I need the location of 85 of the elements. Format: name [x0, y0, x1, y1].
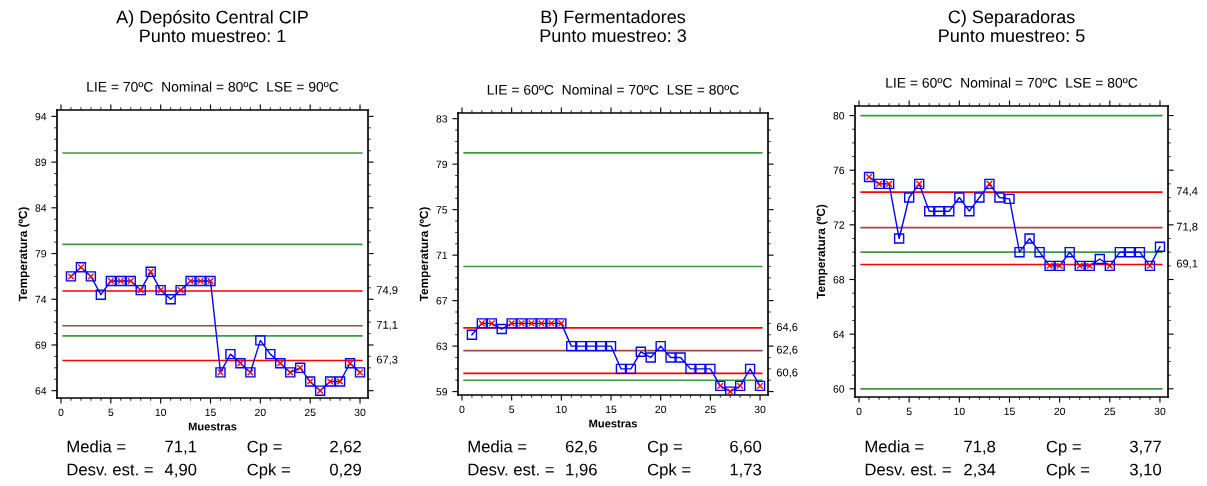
chart-subtitle: LIE = 70ºC Nominal = 80ºC LSE = 90ºC — [87, 81, 339, 92]
ref-line-label: 71,8 — [1176, 222, 1198, 232]
x-axis-title: Muestras — [188, 422, 237, 431]
x-tick-label: 30 — [1154, 407, 1166, 416]
chart-title: C) Separadoras Punto muestreo: 5 — [939, 10, 1085, 43]
y-tick-label: 75 — [436, 206, 448, 214]
y-tick-label: 83 — [436, 115, 448, 123]
text: Cp = — [647, 440, 682, 456]
text: 3,77 — [1129, 440, 1161, 455]
text: 1,96 — [566, 463, 597, 478]
text: Media = — [865, 440, 924, 453]
ref-line-label: 69,1 — [1176, 259, 1198, 269]
x-tick-label: 0 — [58, 408, 64, 417]
x-tick-label: 10 — [155, 408, 167, 417]
text: Desv. est. = — [865, 463, 951, 476]
y-tick-label: 59 — [436, 388, 448, 396]
ref-line-label: 64,6 — [776, 323, 798, 333]
text: 2,62 — [330, 440, 361, 455]
text: Desv. est. = — [67, 463, 153, 476]
text: 1,73 — [730, 463, 762, 478]
y-tick-label: 63 — [436, 342, 448, 350]
y-tick-label: 89 — [35, 158, 47, 166]
text: 6,60 — [730, 440, 762, 455]
text: 62,6 — [565, 440, 597, 455]
y-tick-label: 84 — [35, 204, 47, 212]
text: 3,10 — [1129, 463, 1162, 478]
y-tick-label: 80 — [833, 112, 845, 120]
x-tick-label: 5 — [906, 407, 912, 416]
ref-line-label: 67,3 — [376, 355, 398, 365]
y-tick-label: 68 — [833, 276, 845, 284]
ref-line-label: 74,9 — [376, 286, 398, 296]
y-tick-label: 64 — [35, 387, 47, 395]
y-tick-label: 69 — [35, 341, 47, 349]
x-tick-label: 25 — [304, 408, 316, 417]
text: Media = — [67, 440, 126, 453]
chart-title: B) Fermentadores Punto muestreo: 3 — [540, 10, 686, 43]
x-tick-label: 30 — [754, 405, 766, 414]
x-tick-label: 25 — [1104, 407, 1116, 416]
text: Desv. est. = — [468, 463, 554, 476]
y-axis-title: Temperatura (ºC) — [18, 207, 30, 302]
chart-subtitle: LIE = 60ºC Nominal = 70ºC LSE = 80ºC — [487, 84, 739, 95]
y-tick-label: 76 — [833, 166, 845, 175]
ref-line-label: 71,1 — [376, 321, 398, 331]
text: Cpk = — [1046, 463, 1090, 479]
x-tick-label: 20 — [655, 405, 667, 414]
text: 71,8 — [964, 440, 996, 455]
x-tick-label: 5 — [509, 405, 515, 414]
x-tick-label: 10 — [556, 405, 567, 414]
y-tick-label: 94 — [35, 112, 47, 121]
x-tick-label: 15 — [205, 408, 216, 417]
y-tick-label: 67 — [436, 297, 448, 305]
text: 71,1 — [165, 440, 197, 455]
x-tick-label: 10 — [954, 407, 965, 416]
text: Cpk = — [647, 463, 691, 479]
x-tick-label: 25 — [705, 405, 716, 414]
x-tick-label: 20 — [255, 408, 266, 417]
y-tick-label: 71 — [436, 251, 448, 259]
x-tick-label: 15 — [1004, 407, 1015, 416]
text: Cp = — [247, 440, 282, 456]
x-tick-label: 0 — [459, 405, 465, 414]
y-tick-label: 79 — [35, 250, 47, 258]
y-tick-label: 79 — [436, 160, 448, 169]
text: 4,90 — [164, 463, 197, 478]
y-tick-label: 60 — [833, 385, 845, 393]
ref-line-label: 74,4 — [1176, 187, 1198, 197]
y-tick-label: 74 — [35, 295, 47, 304]
text: Cpk = — [247, 463, 290, 479]
x-tick-label: 20 — [1054, 407, 1066, 416]
x-tick-label: 5 — [108, 408, 114, 417]
text: Media = — [468, 440, 527, 453]
ref-line-label: 62,6 — [776, 345, 798, 355]
text: 0,29 — [330, 463, 361, 478]
y-axis-title: Temperatura (ºC) — [419, 207, 431, 302]
y-tick-label: 64 — [833, 330, 845, 339]
text: 2,34 — [964, 463, 996, 478]
chart-title: A) Depósito Central CIP Punto muestreo: 1 — [116, 10, 308, 43]
ref-line-label: 60,6 — [776, 368, 798, 378]
x-axis-title: Muestras — [589, 419, 637, 428]
x-tick-label: 30 — [354, 408, 366, 417]
chart-subtitle: LIE = 60ºC Nominal = 70ºC LSE = 80ºC — [886, 77, 1138, 88]
x-tick-label: 0 — [856, 407, 862, 416]
y-axis-title: Temperatura (ºC) — [816, 204, 828, 299]
y-tick-label: 72 — [833, 221, 845, 229]
text: Cp = — [1046, 440, 1081, 456]
x-tick-label: 15 — [606, 405, 617, 414]
